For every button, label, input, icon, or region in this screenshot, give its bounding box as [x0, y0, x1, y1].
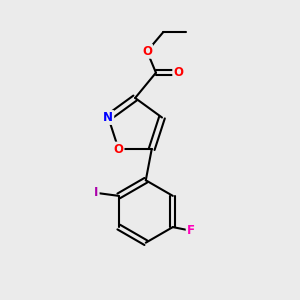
Text: O: O	[142, 45, 152, 58]
Text: O: O	[113, 142, 124, 156]
Text: F: F	[187, 224, 195, 237]
Text: N: N	[103, 111, 113, 124]
Text: O: O	[173, 66, 183, 79]
Text: I: I	[94, 186, 99, 200]
